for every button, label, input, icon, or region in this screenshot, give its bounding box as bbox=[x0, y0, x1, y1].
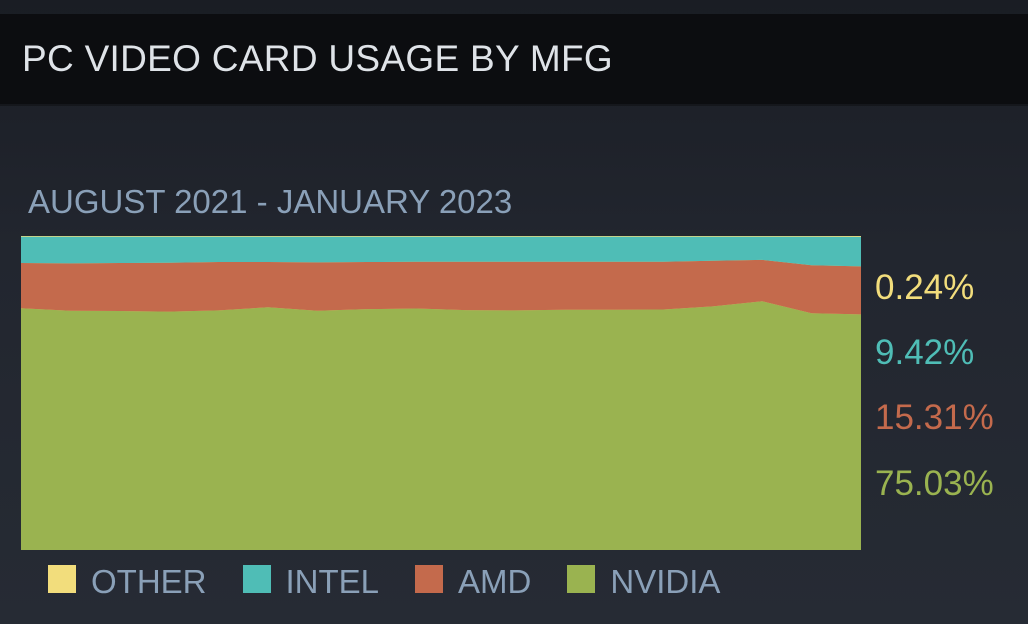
area-series-amd bbox=[21, 259, 861, 315]
latest-value-amd: 15.31% bbox=[875, 398, 994, 437]
legend-item-nvidia[interactable]: NVIDIA bbox=[567, 563, 720, 601]
legend-item-amd[interactable]: AMD bbox=[415, 563, 531, 601]
page-title: PC VIDEO CARD USAGE BY MFG bbox=[22, 38, 614, 79]
legend-swatch-amd bbox=[415, 565, 444, 593]
area-series-nvidia bbox=[21, 301, 861, 550]
stacked-area-chart bbox=[21, 236, 861, 550]
chart-date-range: AUGUST 2021 - JANUARY 2023 bbox=[28, 183, 513, 220]
legend-swatch-intel bbox=[242, 565, 271, 593]
latest-value-nvidia: 75.03% bbox=[875, 464, 994, 503]
legend-swatch-other bbox=[48, 565, 76, 593]
legend-item-intel[interactable]: INTEL bbox=[242, 563, 380, 601]
legend-label-intel: INTEL bbox=[285, 563, 380, 600]
legend-label-nvidia: NVIDIA bbox=[610, 563, 721, 600]
chart-legend: OTHER INTEL AMD NVIDIA bbox=[48, 562, 756, 602]
legend-label-other: OTHER bbox=[91, 563, 207, 600]
area-series-other bbox=[21, 236, 861, 237]
latest-value-intel: 9.42% bbox=[875, 333, 975, 372]
legend-item-other[interactable]: OTHER bbox=[48, 563, 207, 601]
header-bar: PC VIDEO CARD USAGE BY MFG bbox=[0, 14, 1028, 106]
latest-value-other: 0.24% bbox=[875, 268, 975, 307]
legend-swatch-nvidia bbox=[567, 565, 596, 593]
area-series-intel bbox=[21, 236, 861, 267]
legend-label-amd: AMD bbox=[458, 563, 532, 600]
